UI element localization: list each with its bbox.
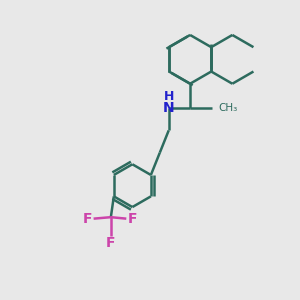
Text: H: H (164, 90, 174, 103)
Text: F: F (128, 212, 138, 226)
Text: CH₃: CH₃ (218, 103, 237, 113)
Text: F: F (106, 236, 116, 250)
Text: N: N (163, 101, 175, 115)
Text: F: F (82, 212, 92, 226)
